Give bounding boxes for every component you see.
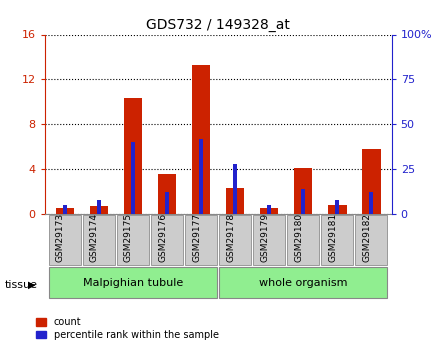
Text: whole organism: whole organism — [259, 278, 348, 288]
Bar — [185, 215, 217, 265]
Bar — [124, 98, 142, 214]
Bar — [151, 215, 183, 265]
Bar — [56, 208, 74, 214]
Bar — [219, 215, 251, 265]
Text: Malpighian tubule: Malpighian tubule — [83, 278, 183, 288]
Text: GSM29180: GSM29180 — [294, 213, 303, 262]
Bar — [267, 205, 271, 214]
Title: GDS732 / 149328_at: GDS732 / 149328_at — [146, 18, 290, 32]
Bar — [83, 215, 115, 265]
Bar — [328, 205, 347, 214]
Bar — [321, 215, 353, 265]
Text: ▶: ▶ — [28, 280, 36, 289]
Bar — [131, 142, 135, 214]
Text: GSM29179: GSM29179 — [260, 213, 269, 262]
Text: GSM29173: GSM29173 — [56, 213, 65, 262]
Text: GSM29182: GSM29182 — [362, 213, 371, 262]
Bar — [369, 193, 373, 214]
Text: GSM29176: GSM29176 — [158, 213, 167, 262]
Bar — [117, 215, 149, 265]
Bar — [63, 205, 67, 214]
Text: GSM29175: GSM29175 — [124, 213, 133, 262]
Bar — [89, 206, 108, 214]
Text: GSM29181: GSM29181 — [328, 213, 337, 262]
Bar — [253, 215, 285, 265]
Bar — [158, 174, 176, 214]
Bar — [335, 199, 339, 214]
Text: GSM29174: GSM29174 — [90, 213, 99, 262]
Bar — [260, 208, 279, 214]
Text: GSM29177: GSM29177 — [192, 213, 201, 262]
Legend: count, percentile rank within the sample: count, percentile rank within the sample — [36, 317, 218, 340]
Bar — [355, 215, 387, 265]
Bar — [199, 139, 203, 214]
Bar — [49, 267, 217, 298]
Text: tissue: tissue — [4, 280, 37, 289]
Bar — [362, 149, 380, 214]
Bar — [301, 189, 305, 214]
Bar — [233, 164, 237, 214]
Bar — [165, 193, 169, 214]
Bar — [219, 267, 387, 298]
Text: GSM29178: GSM29178 — [226, 213, 235, 262]
Bar — [294, 168, 312, 214]
Bar — [97, 199, 101, 214]
Bar — [287, 215, 319, 265]
Bar — [226, 188, 244, 214]
Bar — [49, 215, 81, 265]
Bar — [192, 65, 210, 214]
